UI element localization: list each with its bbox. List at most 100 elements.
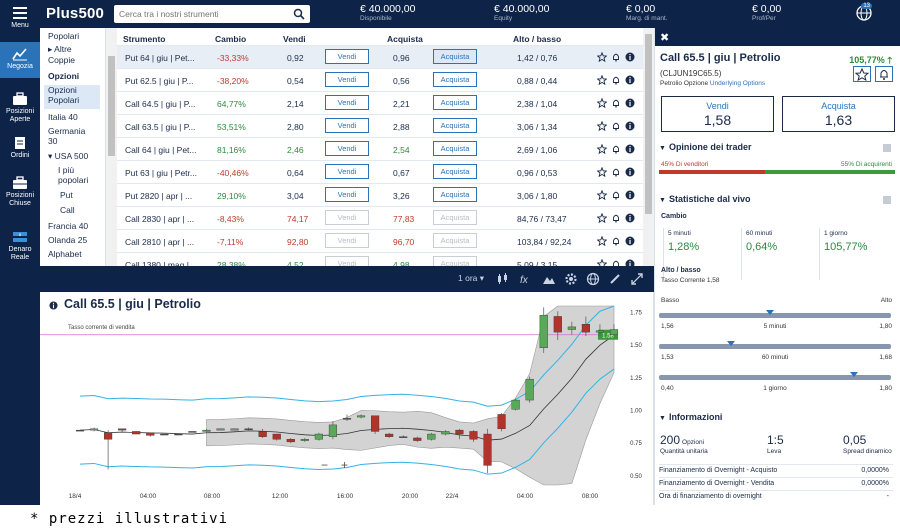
search-icon[interactable] [293, 8, 305, 20]
info-header[interactable]: ▼ Informazioni [659, 412, 722, 422]
instrument-name[interactable]: Call 64 | giu | Pet... [125, 145, 197, 155]
favorite-button[interactable] [853, 66, 871, 82]
col-cambio[interactable]: Cambio [215, 34, 247, 44]
nav-olanda[interactable]: Olanda 25 [48, 235, 88, 245]
zoom-out-button[interactable]: − [321, 458, 329, 472]
globe-chart-icon[interactable] [586, 272, 600, 286]
sell-button[interactable]: Vendi [325, 233, 369, 248]
nav-scroll-thumb[interactable] [108, 56, 115, 156]
nav-alphabet[interactable]: Alphabet [48, 249, 82, 259]
nav-scrollbar[interactable] [106, 28, 117, 266]
gear-icon[interactable] [564, 272, 578, 286]
settings-icon[interactable] [882, 143, 892, 153]
buy-button[interactable]: Acquista 1,63 [782, 96, 895, 132]
mountain-chart-icon[interactable] [542, 272, 556, 286]
info-icon[interactable] [625, 259, 635, 266]
bell-icon[interactable] [611, 121, 621, 131]
sell-button[interactable]: Vendi [325, 210, 369, 225]
sell-button[interactable]: Vendi [325, 141, 369, 156]
info-icon[interactable] [625, 213, 635, 223]
buy-button[interactable]: Acquista [433, 141, 477, 156]
table-row[interactable]: Call 64 | giu | Pet... 81,16% 2,46 Vendi 2,5… [117, 137, 643, 160]
bell-icon[interactable] [611, 259, 621, 266]
pencil-icon[interactable] [608, 272, 622, 286]
settings-icon[interactable] [882, 195, 892, 205]
info-icon[interactable] [625, 144, 635, 154]
nav-piu-popolari[interactable]: I più popolari [58, 165, 88, 185]
sell-button[interactable]: Vendi [325, 72, 369, 87]
table-row[interactable]: Put 62.5 | giu | P... -38,20% 0,54 Vendi 0,5… [117, 68, 643, 91]
rail-posizioni-chiuse[interactable]: Posizioni Chiuse [0, 176, 40, 212]
bell-icon[interactable] [611, 144, 621, 154]
info-icon[interactable] [625, 167, 635, 177]
rail-ordini[interactable]: Ordini [0, 136, 40, 164]
buy-button[interactable]: Acquista [433, 256, 477, 266]
col-acquista[interactable]: Acquista [387, 34, 423, 44]
sell-button[interactable]: Vendi [325, 164, 369, 179]
indicator-fx-icon[interactable]: fx [518, 272, 532, 286]
notification-badge[interactable]: 13 [861, 3, 872, 9]
table-row[interactable]: Put 2820 | apr | ... 29,10% 3,04 Vendi 3,26 A… [117, 183, 643, 206]
bell-icon[interactable] [611, 167, 621, 177]
buy-button[interactable]: Acquista [433, 49, 477, 64]
timeframe-select[interactable]: 1 ora ▾ [458, 273, 484, 284]
star-icon[interactable] [597, 213, 607, 223]
star-icon[interactable] [597, 121, 607, 131]
rail-negozia[interactable]: Negozia [0, 42, 40, 78]
candles-icon[interactable] [496, 272, 510, 286]
sell-button[interactable]: Vendi 1,58 [661, 96, 774, 132]
bell-icon[interactable] [611, 52, 621, 62]
star-icon[interactable] [597, 98, 607, 108]
col-strumento[interactable]: Strumento [123, 34, 166, 44]
nav-francia[interactable]: Francia 40 [48, 221, 89, 231]
fullscreen-icon[interactable] [630, 272, 644, 286]
instrument-name[interactable]: Put 64 | giu | Pet... [125, 53, 195, 63]
star-icon[interactable] [597, 190, 607, 200]
star-icon[interactable] [597, 75, 607, 85]
underlying-link[interactable]: Underlying Options [709, 80, 766, 87]
sell-button[interactable]: Vendi [325, 256, 369, 266]
search-input[interactable] [114, 5, 284, 23]
buy-button[interactable]: Acquista [433, 233, 477, 248]
instrument-name[interactable]: Call 2830 | apr | ... [125, 214, 195, 224]
table-row[interactable]: Call 2810 | apr | ... -7,11% 92,80 Vendi 96,… [117, 229, 643, 252]
star-icon[interactable] [597, 236, 607, 246]
table-row[interactable]: Put 63 | giu | Petr... -40,46% 0,64 Vendi 0,… [117, 160, 643, 183]
close-icon[interactable]: ✖ [660, 32, 670, 44]
info-icon[interactable] [49, 301, 58, 310]
bell-icon[interactable] [611, 236, 621, 246]
zoom-in-button[interactable]: + [341, 458, 349, 472]
rail-menu[interactable]: Menu [0, 6, 40, 36]
instrument-name[interactable]: Put 2820 | apr | ... [125, 191, 193, 201]
instrument-name[interactable]: Call 2810 | apr | ... [125, 237, 195, 247]
col-alto-basso[interactable]: Alto / basso [513, 34, 562, 44]
info-icon[interactable] [625, 236, 635, 246]
nav-coppie[interactable]: Coppie [48, 55, 75, 65]
sell-button[interactable]: Vendi [325, 49, 369, 64]
bell-icon[interactable] [611, 75, 621, 85]
bell-icon[interactable] [611, 213, 621, 223]
bell-icon[interactable] [611, 98, 621, 108]
instrument-name[interactable]: Put 62.5 | giu | P... [125, 76, 194, 86]
rail-denaro-reale[interactable]: $ Denaro Reale [0, 230, 40, 266]
nav-usa[interactable]: ▾ USA 500 [48, 151, 89, 161]
price-chart[interactable]: Call 65.5 | giu | Petrolio Tasso corrent… [40, 292, 654, 505]
buy-button[interactable]: Acquista [433, 118, 477, 133]
instrument-name[interactable]: Call 1380 | mag | ... [125, 260, 199, 266]
stats-header[interactable]: ▼ Statistiche dal vivo [659, 194, 750, 204]
star-icon[interactable] [597, 167, 607, 177]
buy-button[interactable]: Acquista [433, 210, 477, 225]
buy-button[interactable]: Acquista [433, 164, 477, 179]
search-box[interactable] [114, 5, 310, 23]
star-icon[interactable] [597, 259, 607, 266]
sell-button[interactable]: Vendi [325, 118, 369, 133]
table-row[interactable]: Call 64.5 | giu | P... 64,77% 2,14 Vendi 2,2… [117, 91, 643, 114]
table-row[interactable]: Call 63.5 | giu | P... 53,51% 2,80 Vendi 2,8… [117, 114, 643, 137]
alert-button[interactable] [875, 66, 893, 82]
info-icon[interactable] [625, 52, 635, 62]
bell-icon[interactable] [611, 190, 621, 200]
star-icon[interactable] [597, 52, 607, 62]
sentiment-header[interactable]: ▼ Opinione dei trader [659, 142, 751, 152]
buy-button[interactable]: Acquista [433, 95, 477, 110]
chart-canvas[interactable]: 1.58 0.50 0.75 1.00 1.25 1.50 1.75 18/4 04:00 08:… [40, 292, 654, 505]
